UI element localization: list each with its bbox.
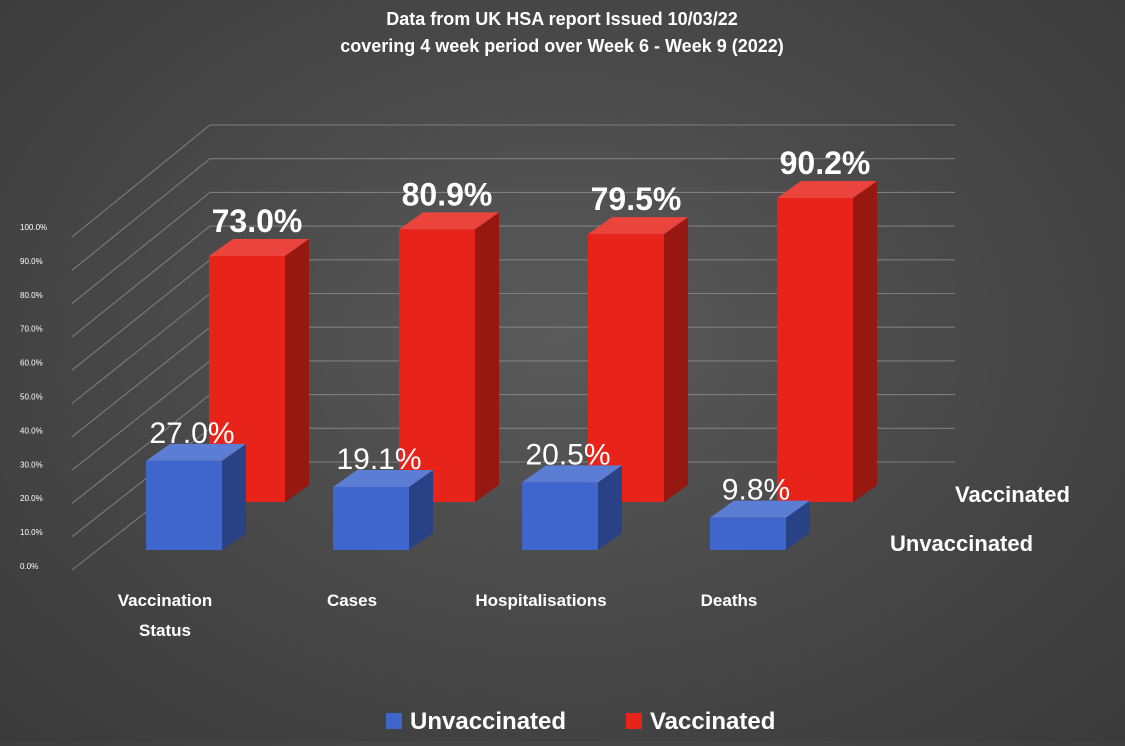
- y-tick-label: 30.0%: [20, 460, 43, 469]
- bar-side: [664, 217, 688, 502]
- gridline-depth: [71, 191, 211, 305]
- bar-top: [399, 212, 499, 230]
- bar-front: [710, 517, 786, 550]
- y-tick-label: 60.0%: [20, 359, 43, 368]
- bar-front: [588, 234, 664, 502]
- legend-label: Vaccinated: [650, 708, 775, 735]
- bar-front: [399, 229, 475, 502]
- y-tick-label: 70.0%: [20, 325, 43, 334]
- bar-top: [710, 500, 810, 518]
- category-label: Deaths: [701, 591, 758, 610]
- category-label: Hospitalisations: [475, 591, 606, 610]
- y-tick-label: 10.0%: [20, 528, 43, 537]
- legend-label: Unvaccinated: [410, 708, 566, 735]
- data-label-vaccinated: 90.2%: [780, 145, 871, 181]
- bar-side: [285, 238, 309, 503]
- bar-front: [333, 486, 409, 550]
- category-label: Status: [139, 621, 191, 640]
- chart-title-line: covering 4 week period over Week 6 - Wee…: [340, 36, 784, 56]
- gridline-depth: [71, 326, 211, 438]
- y-tick-label: 100.0%: [20, 223, 47, 232]
- legend: Unvaccinated Vaccinated: [386, 708, 775, 735]
- bar-front: [146, 460, 222, 550]
- bar-front: [522, 482, 598, 550]
- y-tick-label: 40.0%: [20, 426, 43, 435]
- bar-side: [853, 181, 877, 502]
- data-label-unvaccinated: 27.0%: [149, 417, 234, 450]
- bar-side: [786, 500, 810, 550]
- depth-label-unvaccinated: Unvaccinated: [890, 531, 1033, 556]
- gridline-depth: [71, 259, 211, 371]
- bar-unvaccinated: [146, 443, 246, 550]
- bar-side: [598, 465, 622, 550]
- data-label-vaccinated: 80.9%: [402, 176, 493, 212]
- gridline-depth: [71, 124, 211, 238]
- bar-front: [777, 198, 853, 502]
- data-label-unvaccinated: 20.5%: [525, 438, 610, 471]
- gridline-depth: [71, 394, 211, 504]
- y-tick-label: 90.0%: [20, 257, 43, 266]
- bar-top: [522, 465, 622, 483]
- chart-title-line: Data from UK HSA report Issued 10/03/22: [386, 9, 737, 29]
- bar-vaccinated: [399, 212, 499, 502]
- gridline-depth: [71, 360, 211, 471]
- bar-vaccinated: [777, 181, 877, 502]
- bar-top: [209, 238, 309, 256]
- y-tick-label: 0.0%: [20, 562, 38, 571]
- bar-vaccinated: [588, 217, 688, 502]
- bar-side: [222, 443, 246, 550]
- data-label-vaccinated: 73.0%: [212, 203, 303, 239]
- y-tick-label: 80.0%: [20, 291, 43, 300]
- category-label: Cases: [327, 591, 377, 610]
- bar-top: [588, 217, 688, 235]
- gridline-depth: [71, 158, 211, 271]
- bar-top: [146, 443, 246, 461]
- data-label-unvaccinated: 19.1%: [336, 443, 421, 476]
- gridline-depth: [71, 293, 211, 404]
- legend-swatch: [626, 713, 642, 729]
- bar-top: [777, 181, 877, 199]
- bar-side: [475, 212, 499, 502]
- bar-top: [333, 469, 433, 487]
- bar-side: [409, 469, 433, 550]
- depth-label-vaccinated: Vaccinated: [955, 482, 1070, 507]
- series-unvaccinated: [146, 443, 810, 550]
- bar-unvaccinated: [333, 469, 433, 550]
- y-tick-label: 50.0%: [20, 393, 43, 402]
- data-label-vaccinated: 79.5%: [591, 181, 682, 217]
- gridline-depth: [71, 225, 211, 338]
- legend-swatch: [386, 713, 402, 729]
- bar-unvaccinated: [710, 500, 810, 550]
- category-label: Vaccination: [118, 591, 212, 610]
- bar-unvaccinated: [522, 465, 622, 550]
- data-label-unvaccinated: 9.8%: [722, 474, 790, 507]
- y-tick-label: 20.0%: [20, 494, 43, 503]
